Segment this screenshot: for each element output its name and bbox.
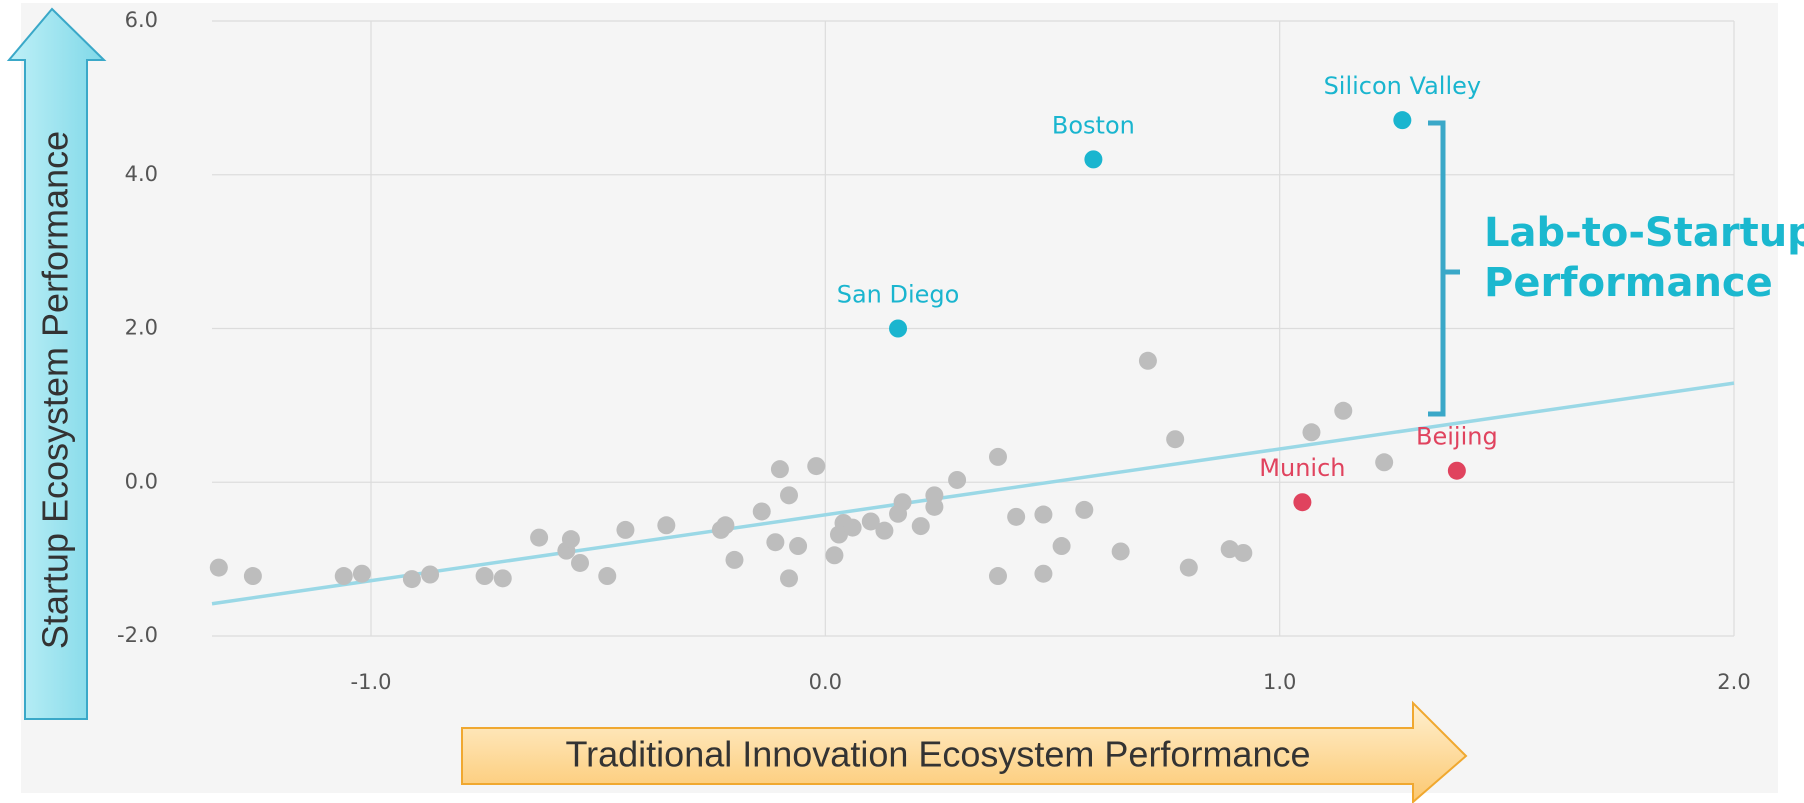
y-tick-label: 0.0 xyxy=(125,469,158,493)
point-label: Boston xyxy=(1052,111,1135,139)
point-label: Munich xyxy=(1259,454,1345,482)
point xyxy=(1007,507,1026,526)
point xyxy=(243,567,262,586)
point xyxy=(1138,351,1157,370)
point xyxy=(1084,150,1103,169)
point-label: Silicon Valley xyxy=(1324,72,1482,100)
point xyxy=(825,546,844,565)
point xyxy=(1034,505,1053,524)
point xyxy=(334,567,353,586)
point xyxy=(616,520,635,539)
point xyxy=(1179,558,1198,577)
x-axis-label: Traditional Innovation Ecosystem Perform… xyxy=(565,734,1310,775)
point xyxy=(1234,543,1253,562)
x-tick-label: 0.0 xyxy=(809,670,842,694)
point xyxy=(1393,111,1412,130)
point xyxy=(1052,537,1071,556)
x-tick-label: 1.0 xyxy=(1263,670,1296,694)
point xyxy=(598,567,617,586)
y-axis-label: Startup Ecosystem Performance xyxy=(35,131,76,649)
point xyxy=(1334,401,1353,420)
point xyxy=(779,486,798,505)
point xyxy=(571,553,590,572)
point xyxy=(352,564,371,583)
bracket xyxy=(1428,120,1460,417)
point-label: San Diego xyxy=(837,281,960,309)
x-tick-label: -1.0 xyxy=(351,670,392,694)
point xyxy=(1034,564,1053,583)
annotation: Performance xyxy=(1484,260,1773,306)
point xyxy=(209,558,228,577)
point xyxy=(561,530,580,549)
point xyxy=(893,493,912,512)
y-tick-label: -2.0 xyxy=(117,623,158,647)
point xyxy=(988,447,1007,466)
point xyxy=(779,569,798,588)
point xyxy=(875,521,894,540)
point xyxy=(807,457,826,476)
plot-background xyxy=(21,3,1778,793)
point xyxy=(530,528,549,547)
point xyxy=(1375,453,1394,472)
point xyxy=(843,518,862,537)
point xyxy=(1293,493,1312,512)
point xyxy=(861,512,880,531)
point xyxy=(988,567,1007,586)
point xyxy=(1166,430,1185,449)
point xyxy=(889,319,908,338)
point xyxy=(1075,500,1094,519)
trend-line xyxy=(211,381,1735,606)
y-axis-arrow xyxy=(6,7,107,720)
x-axis-arrow xyxy=(461,700,1468,803)
point xyxy=(1220,540,1239,559)
point xyxy=(716,516,735,535)
point xyxy=(493,569,512,588)
point xyxy=(725,550,744,569)
y-tick-label: 4.0 xyxy=(125,162,158,186)
x-tick-label: 2.0 xyxy=(1717,670,1750,694)
point xyxy=(402,570,421,589)
point xyxy=(752,502,771,521)
point xyxy=(1447,461,1466,480)
point xyxy=(925,497,944,516)
y-tick-label: 6.0 xyxy=(125,8,158,32)
point xyxy=(911,517,930,536)
point xyxy=(475,567,494,586)
point xyxy=(770,460,789,479)
y-tick-label: 2.0 xyxy=(125,316,158,340)
point xyxy=(1111,542,1130,561)
point xyxy=(657,516,676,535)
point xyxy=(1302,423,1321,442)
point xyxy=(948,470,967,489)
annotation: Lab-to-Startup xyxy=(1484,210,1804,256)
point xyxy=(766,533,785,552)
point xyxy=(421,565,440,584)
point xyxy=(789,537,808,556)
point-label: Beijing xyxy=(1416,423,1498,451)
